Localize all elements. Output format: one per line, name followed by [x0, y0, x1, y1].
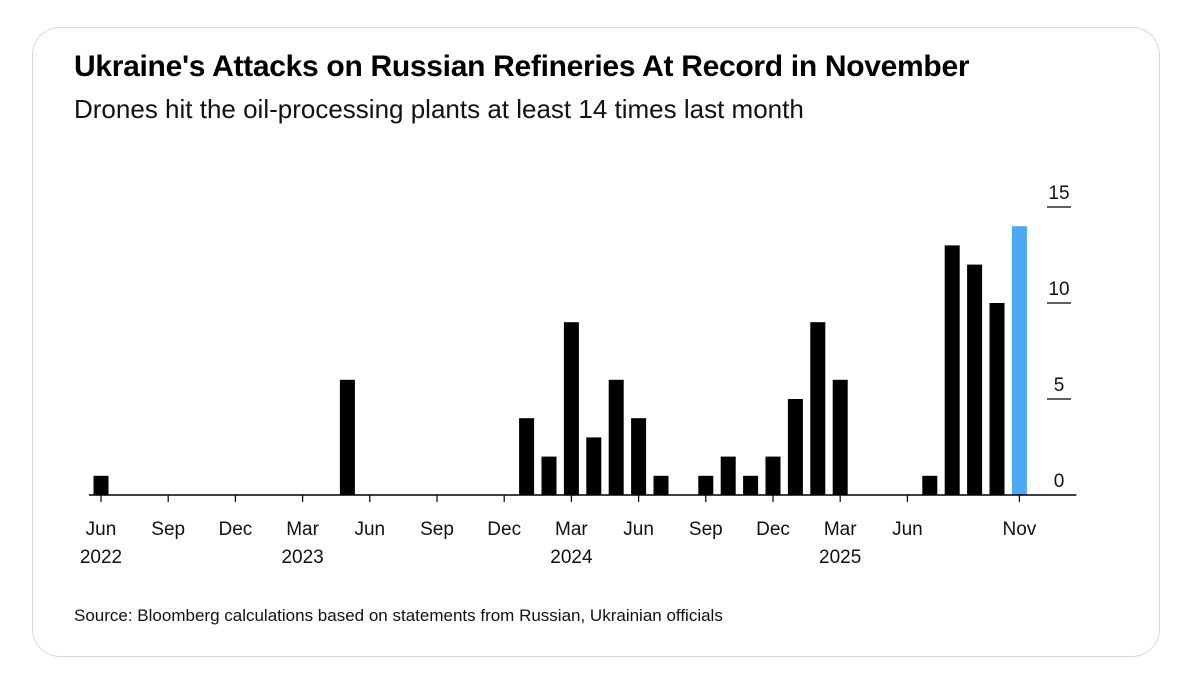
bar-2025-08 — [944, 245, 960, 495]
bar-2024-01 — [519, 418, 535, 495]
x-tick-label-2024-09: Sep — [689, 519, 723, 540]
bar-2025-07 — [922, 475, 938, 495]
x-year-label-2024: 2024 — [550, 547, 593, 568]
x-tick-label-2023-09: Sep — [420, 519, 454, 540]
bar-2024-11 — [743, 475, 759, 495]
x-tick-label-2023-03: Mar — [286, 519, 319, 540]
x-tick-label-2025-03: Mar — [824, 519, 857, 540]
x-tick-label-2022-12: Dec — [219, 519, 253, 540]
y-tick-label-0: 0 — [1054, 471, 1065, 492]
bar-2025-01 — [787, 399, 803, 495]
x-tick-label-2022-09: Sep — [151, 519, 185, 540]
x-tick-label-2023-06: Jun — [354, 519, 385, 540]
x-tick-label-2024-12: Dec — [756, 519, 790, 540]
bar-2024-07 — [653, 475, 669, 495]
bar-2024-04 — [586, 437, 602, 495]
y-tick-label-15: 15 — [1048, 183, 1069, 204]
x-year-label-2023: 2023 — [281, 547, 323, 568]
bar-2024-02 — [541, 456, 557, 495]
x-axis: Jun 2022 Sep Dec Mar 2023 Jun Sep Dec Mar 2024 Jun S… — [80, 495, 1037, 568]
bar-2025-09 — [967, 264, 983, 495]
x-year-label-2022: 2022 — [80, 547, 122, 568]
bar-2024-12 — [765, 456, 781, 495]
bar-2024-05 — [608, 379, 624, 495]
bars-group — [93, 226, 1027, 495]
x-year-label-2025: 2025 — [819, 547, 861, 568]
source-note: Source: Bloomberg calculations based on … — [74, 606, 723, 625]
bar-2024-06 — [631, 418, 647, 495]
chart-subtitle: Drones hit the oil-processing plants at … — [74, 94, 804, 124]
bar-2023-05 — [339, 379, 355, 495]
bar-2025-11 — [1011, 226, 1027, 495]
bar-2022-06 — [93, 475, 109, 495]
bar-2024-03 — [563, 322, 579, 495]
y-tick-label-10: 10 — [1048, 279, 1069, 300]
bar-2025-02 — [810, 322, 826, 495]
x-tick-label-2025-11: Nov — [1003, 519, 1037, 540]
chart-title: Ukraine's Attacks on Russian Refineries … — [74, 50, 970, 83]
y-axis: 0 5 10 15 — [1047, 183, 1071, 492]
x-tick-label-2025-06: Jun — [892, 519, 923, 540]
y-tick-label-5: 5 — [1054, 375, 1065, 396]
bar-2025-10 — [989, 303, 1005, 495]
bar-2024-10 — [720, 456, 736, 495]
x-tick-label-2023-12: Dec — [487, 519, 521, 540]
bar-2025-03 — [832, 379, 848, 495]
x-tick-label-2024-06: Jun — [623, 519, 654, 540]
bar-2024-09 — [698, 475, 714, 495]
x-tick-label-2022-06: Jun — [86, 519, 117, 540]
x-tick-label-2024-03: Mar — [555, 519, 588, 540]
